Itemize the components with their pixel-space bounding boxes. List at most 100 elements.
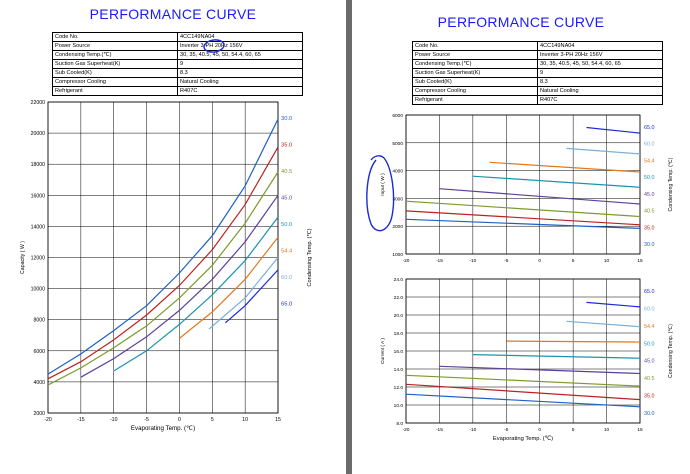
y-tick-label: 8000 bbox=[33, 318, 45, 324]
spec-table: Code No. 4CC149NA04 Power Source Inverter 3… bbox=[412, 41, 663, 105]
series-label: 40.5 bbox=[281, 169, 292, 175]
x-axis-label: Evaporating Temp. (℃) bbox=[493, 436, 553, 442]
y-tick-label: 16.0 bbox=[394, 349, 404, 355]
series-label: 50.0 bbox=[644, 341, 655, 347]
y-tick-label: 18000 bbox=[31, 162, 46, 168]
x-tick-label: -5 bbox=[504, 427, 509, 433]
series-line-40.5 bbox=[405, 374, 641, 387]
series-line-60.0 bbox=[208, 257, 279, 330]
annotation-circle-20hz bbox=[203, 39, 225, 53]
series-line-45.0 bbox=[439, 188, 641, 205]
y-tick-label: 2000 bbox=[33, 411, 45, 417]
x-tick-label: 0 bbox=[178, 417, 181, 423]
x-tick-label: 10 bbox=[242, 417, 248, 423]
annotation-circle-input-label bbox=[366, 155, 395, 232]
spec-row: Refrigerant R407C bbox=[412, 95, 663, 105]
series-label: 35.0 bbox=[644, 394, 655, 400]
page-title: PERFORMANCE CURVE bbox=[89, 6, 257, 22]
series-line-54.4 bbox=[489, 161, 641, 173]
page-title: PERFORMANCE CURVE bbox=[437, 14, 605, 30]
series-label: 45.0 bbox=[644, 359, 655, 365]
series-line-65.0 bbox=[586, 126, 641, 134]
y-tick-label: 12.0 bbox=[394, 385, 404, 391]
y-axis-label: Current ( A ) bbox=[380, 338, 386, 364]
series-label: 60.0 bbox=[281, 275, 292, 281]
spec-value: R407C bbox=[537, 95, 663, 105]
series-line-35.0 bbox=[405, 210, 641, 226]
y-tick-label: 2000 bbox=[392, 224, 403, 230]
spec-table: Code No. 4CC149NA04 Power Source Inverter 3… bbox=[52, 32, 303, 96]
series-line-30.0 bbox=[405, 393, 641, 408]
right-axis-label: Condensing Temp. (℃) bbox=[668, 324, 674, 378]
y-tick-label: 5000 bbox=[392, 141, 403, 147]
series-line-50.0 bbox=[472, 175, 641, 188]
series-line-60.0 bbox=[566, 147, 641, 155]
series-label: 54.4 bbox=[281, 249, 293, 255]
series-line-60.0 bbox=[566, 320, 641, 328]
y-tick-label: 22000 bbox=[31, 100, 46, 106]
input-chart: -20 -15 -10 -5 0 5 10 15 1000 2000 3000 4000 5000 600… bbox=[380, 113, 674, 264]
x-tick-label: 5 bbox=[572, 258, 575, 264]
y-tick-label: 14.0 bbox=[394, 367, 404, 373]
series-label: 60.0 bbox=[644, 142, 655, 148]
y-axis-label: Input ( W ) bbox=[380, 173, 386, 196]
series-label: 60.0 bbox=[644, 306, 655, 312]
x-tick-label: -5 bbox=[144, 417, 149, 423]
series-line-54.4 bbox=[179, 236, 279, 339]
y-tick-label: 24.0 bbox=[394, 277, 404, 283]
y-tick-label: 20.0 bbox=[394, 313, 404, 319]
x-tick-label: -20 bbox=[403, 258, 410, 264]
capacity-chart: -20 -15 -10 -5 0 5 10 15 2000 4000 6000 8000 10000 12… bbox=[20, 100, 313, 432]
y-tick-label: 14000 bbox=[31, 224, 46, 230]
series-line-35.0 bbox=[47, 146, 279, 380]
y-axis-label: Capacity ( W ) bbox=[20, 241, 26, 274]
y-tick-label: 10000 bbox=[31, 287, 46, 293]
series-line-50.0 bbox=[472, 354, 641, 359]
series-line-40.5 bbox=[405, 200, 641, 218]
x-tick-label: 5 bbox=[211, 417, 214, 423]
series-line-50.0 bbox=[113, 216, 279, 372]
right-axis-label: Condensing Temp. (℃) bbox=[668, 157, 674, 211]
series-line-65.0 bbox=[586, 301, 641, 308]
x-tick-label: 0 bbox=[538, 427, 541, 433]
series-line-35.0 bbox=[405, 383, 641, 401]
series-line-30.0 bbox=[405, 218, 641, 229]
x-tick-label: -10 bbox=[469, 258, 476, 264]
series-line-54.4 bbox=[506, 340, 641, 343]
y-tick-label: 22.0 bbox=[394, 295, 404, 301]
x-tick-label: -10 bbox=[469, 427, 476, 433]
series-label: 54.4 bbox=[644, 158, 655, 164]
series-label: 30.0 bbox=[644, 411, 655, 417]
series-label: 35.0 bbox=[281, 143, 292, 149]
series-line-40.5 bbox=[47, 171, 279, 386]
series-label: 54.4 bbox=[644, 324, 655, 330]
y-tick-label: 10.0 bbox=[394, 403, 404, 409]
y-tick-label: 6000 bbox=[33, 349, 45, 355]
x-tick-label: 15 bbox=[637, 427, 643, 433]
series-label: 35.0 bbox=[644, 225, 655, 231]
series-label: 40.5 bbox=[644, 376, 655, 382]
x-tick-label: 15 bbox=[637, 258, 643, 264]
series-line-65.0 bbox=[225, 269, 279, 324]
y-tick-label: 20000 bbox=[31, 131, 46, 137]
series-label: 45.0 bbox=[644, 192, 655, 198]
x-tick-label: -5 bbox=[504, 258, 509, 264]
y-tick-label: 4000 bbox=[33, 380, 45, 386]
series-label: 50.0 bbox=[644, 175, 655, 181]
series-label: 65.0 bbox=[644, 125, 655, 131]
x-tick-label: 10 bbox=[604, 258, 610, 264]
series-label: 45.0 bbox=[281, 196, 292, 202]
x-tick-label: 15 bbox=[275, 417, 281, 423]
y-tick-label: 8.0 bbox=[396, 421, 403, 427]
y-tick-label: 16000 bbox=[31, 193, 46, 199]
x-axis-label: Evaporating Temp. (℃) bbox=[131, 425, 195, 432]
y-tick-label: 18.0 bbox=[394, 331, 404, 337]
y-tick-label: 1000 bbox=[392, 252, 403, 258]
current-chart: -20 -15 -10 -5 0 5 10 15 8.0 10.0 12.0 14.0 16.0 18.0… bbox=[380, 277, 674, 442]
series-label: 50.0 bbox=[281, 222, 292, 228]
series-label: 30.0 bbox=[644, 242, 655, 248]
y-tick-label: 4000 bbox=[392, 169, 403, 175]
series-line-30.0 bbox=[47, 118, 279, 375]
y-tick-label: 12000 bbox=[31, 256, 46, 262]
x-tick-label: 5 bbox=[572, 427, 575, 433]
